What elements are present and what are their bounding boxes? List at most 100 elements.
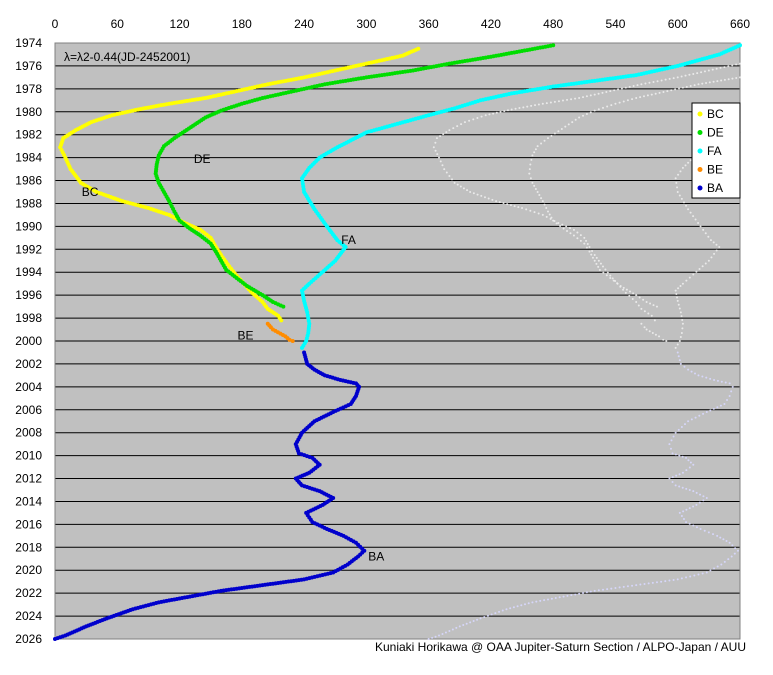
ghost-point	[557, 130, 560, 133]
credit-text: Kuniaki Horikawa @ OAA Jupiter-Saturn Se…	[374, 640, 746, 654]
ghost-point	[695, 503, 698, 506]
y-tick-label: 1984	[15, 151, 42, 165]
ghost-point	[453, 181, 456, 184]
ghost-point	[602, 588, 604, 591]
ghost-point	[668, 77, 671, 80]
y-tick-label: 2004	[15, 380, 42, 394]
ghost-point	[569, 227, 572, 230]
ghost-point	[626, 585, 629, 588]
ghost-point	[644, 82, 647, 85]
ghost-point	[435, 137, 438, 140]
ghost-point	[688, 73, 691, 76]
ghost-point	[702, 228, 705, 231]
ghost-point	[643, 582, 646, 585]
ghost-point	[720, 563, 723, 566]
ghost-point	[715, 243, 718, 246]
ghost-point	[735, 63, 738, 66]
ghost-point	[622, 585, 625, 588]
ghost-point	[545, 215, 548, 218]
ghost-point	[723, 403, 726, 406]
ghost-point	[582, 96, 585, 99]
ghost-point	[566, 98, 569, 101]
x-tick-label: 120	[170, 17, 190, 31]
ghost-point	[531, 154, 534, 157]
ghost-point	[455, 626, 458, 629]
ghost-point	[595, 262, 598, 265]
ghost-point	[692, 273, 695, 276]
ghost-point	[684, 74, 687, 77]
x-tick-label: 420	[481, 17, 501, 31]
ghost-point	[690, 370, 693, 373]
y-tick-label: 1986	[15, 174, 42, 188]
ghost-point	[565, 225, 568, 228]
ghost-point	[654, 333, 657, 336]
ghost-point	[438, 634, 441, 637]
ghost-point	[486, 614, 489, 617]
point-be	[287, 337, 292, 342]
x-tick-label: 660	[730, 17, 750, 31]
y-tick-label: 2026	[15, 632, 42, 646]
ghost-point	[614, 102, 617, 105]
ghost-point	[602, 265, 604, 268]
legend-label: FA	[707, 144, 722, 158]
ghost-point	[495, 200, 498, 203]
ghost-point	[638, 296, 641, 299]
legend-marker	[697, 111, 703, 117]
ghost-point	[524, 603, 527, 606]
ghost-point	[536, 145, 539, 148]
ghost-point	[681, 455, 684, 458]
ghost-point	[483, 196, 486, 199]
ghost-point	[602, 106, 604, 109]
ghost-point	[678, 511, 681, 514]
ghost-point	[693, 574, 696, 577]
ghost-point	[550, 597, 553, 600]
axis-tick-labels: 0 60 120 180 240 300 360 420 480 540 600 660 1974 197…	[15, 17, 750, 646]
ghost-point	[705, 376, 708, 379]
ghost-point	[692, 72, 695, 75]
ghost-point	[700, 71, 703, 74]
ghost-point	[566, 594, 569, 597]
ghost-point	[506, 203, 509, 206]
ghost-point	[643, 310, 646, 313]
ghost-point	[685, 521, 688, 524]
ghost-point	[439, 135, 442, 138]
ghost-point	[676, 299, 679, 302]
ghost-point	[658, 91, 661, 94]
ghost-point	[578, 116, 581, 119]
ghost-point	[689, 84, 692, 87]
ghost-point	[675, 181, 678, 184]
ghost-point	[719, 66, 722, 69]
ghost-point	[733, 552, 736, 555]
ghost-point	[550, 216, 553, 219]
ghost-point	[530, 104, 533, 107]
ghost-point	[647, 582, 650, 585]
ghost-point	[672, 578, 675, 581]
ghost-point	[635, 97, 638, 100]
y-tick-label: 1980	[15, 105, 42, 119]
ghost-point	[672, 435, 675, 438]
ghost-point	[606, 588, 609, 591]
ghost-point	[553, 132, 556, 135]
ghost-point	[456, 183, 459, 186]
ghost-point	[472, 192, 475, 195]
x-tick-label: 540	[605, 17, 625, 31]
ghost-point	[651, 581, 654, 584]
ghost-point	[431, 636, 434, 639]
ghost-point	[546, 210, 549, 213]
ghost-point	[727, 78, 730, 81]
ghost-point	[598, 268, 601, 271]
ghost-point	[707, 69, 710, 72]
ghost-point	[679, 284, 682, 287]
ghost-point	[622, 288, 625, 291]
ghost-point	[681, 471, 684, 474]
ghost-point	[624, 86, 627, 89]
ghost-point	[529, 163, 532, 166]
ghost-point	[679, 362, 682, 365]
ghost-point	[618, 101, 621, 104]
ghost-point	[642, 298, 645, 301]
ghost-point	[606, 105, 609, 108]
ghost-point	[566, 229, 569, 232]
ghost-point	[583, 236, 586, 239]
ghost-point	[655, 305, 658, 308]
